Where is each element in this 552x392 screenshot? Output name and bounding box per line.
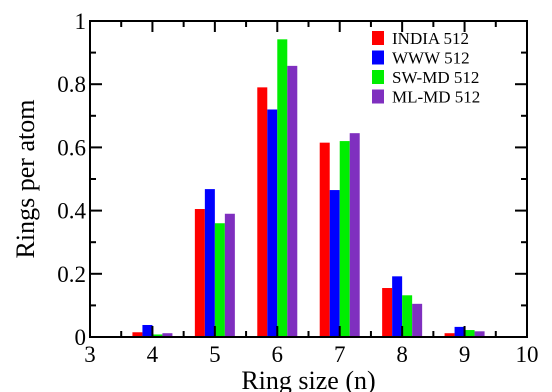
x-tick-label: 9: [459, 342, 471, 367]
bar-ml-md-512-6: [287, 65, 298, 337]
bar-sw-md-512-6: [277, 39, 288, 337]
legend-label: ML-MD 512: [392, 88, 480, 107]
bar-sw-md-512-4: [152, 334, 163, 337]
bar-www-512-5: [204, 189, 215, 337]
tick-labels: 3 4 5 6 7 8 9 10 0 0.2 0.4 0.6 0.8 1: [57, 9, 538, 367]
bar-india-512-6: [257, 87, 268, 337]
bar-india-512-4: [132, 332, 143, 337]
plot-frame: [89, 20, 528, 338]
bar-sw-md-512-8: [402, 295, 413, 337]
y-tick-label: 0.8: [57, 72, 86, 97]
bar-ml-md-512-5: [224, 213, 235, 337]
x-tick-label: 10: [516, 342, 539, 367]
bar-india-512-7: [319, 142, 330, 337]
bar-ml-md-512-8: [412, 303, 423, 337]
bar-www-512-7: [329, 190, 340, 337]
legend-swatch: [372, 50, 384, 65]
y-tick-label: 0: [75, 325, 87, 350]
bar-india-512-5: [194, 209, 205, 337]
x-tick-label: 5: [209, 342, 221, 367]
x-tick-label: 8: [396, 342, 408, 367]
bar-sw-md-512-7: [339, 141, 350, 337]
y-tick-label: 0.4: [57, 199, 86, 224]
legend-swatch: [372, 31, 384, 45]
y-tick-label: 1: [75, 9, 87, 34]
bar-www-512-8: [392, 276, 403, 337]
bar-www-512-9: [454, 326, 465, 337]
legend-swatch: [372, 70, 384, 84]
bar-www-512-4: [142, 324, 153, 337]
x-axis-label: Ring size (n): [241, 366, 375, 392]
y-axis-label: Rings per atom: [11, 100, 40, 259]
bar-group: [132, 39, 485, 337]
y-tick-label: 0.6: [57, 135, 86, 160]
x-tick-label: 7: [334, 342, 346, 367]
x-tick-label: 6: [272, 342, 284, 367]
legend-label: WWW 512: [392, 49, 470, 68]
bar-ml-md-512-9: [474, 331, 485, 337]
x-tick-label: 4: [147, 342, 159, 367]
y-tick-label: 0.2: [57, 262, 86, 287]
bar-ml-md-512-7: [349, 133, 360, 337]
legend-label: SW-MD 512: [392, 68, 479, 87]
x-tick-label: 3: [84, 342, 96, 367]
legend-swatch: [372, 89, 384, 104]
bar-sw-md-512-5: [214, 223, 225, 337]
bar-india-512-8: [382, 288, 393, 337]
bar-india-512-9: [444, 333, 455, 337]
bar-www-512-6: [267, 109, 278, 337]
bar-ml-md-512-4: [162, 333, 173, 337]
bar-sw-md-512-9: [464, 330, 475, 337]
legend-label: INDIA 512: [392, 29, 469, 48]
